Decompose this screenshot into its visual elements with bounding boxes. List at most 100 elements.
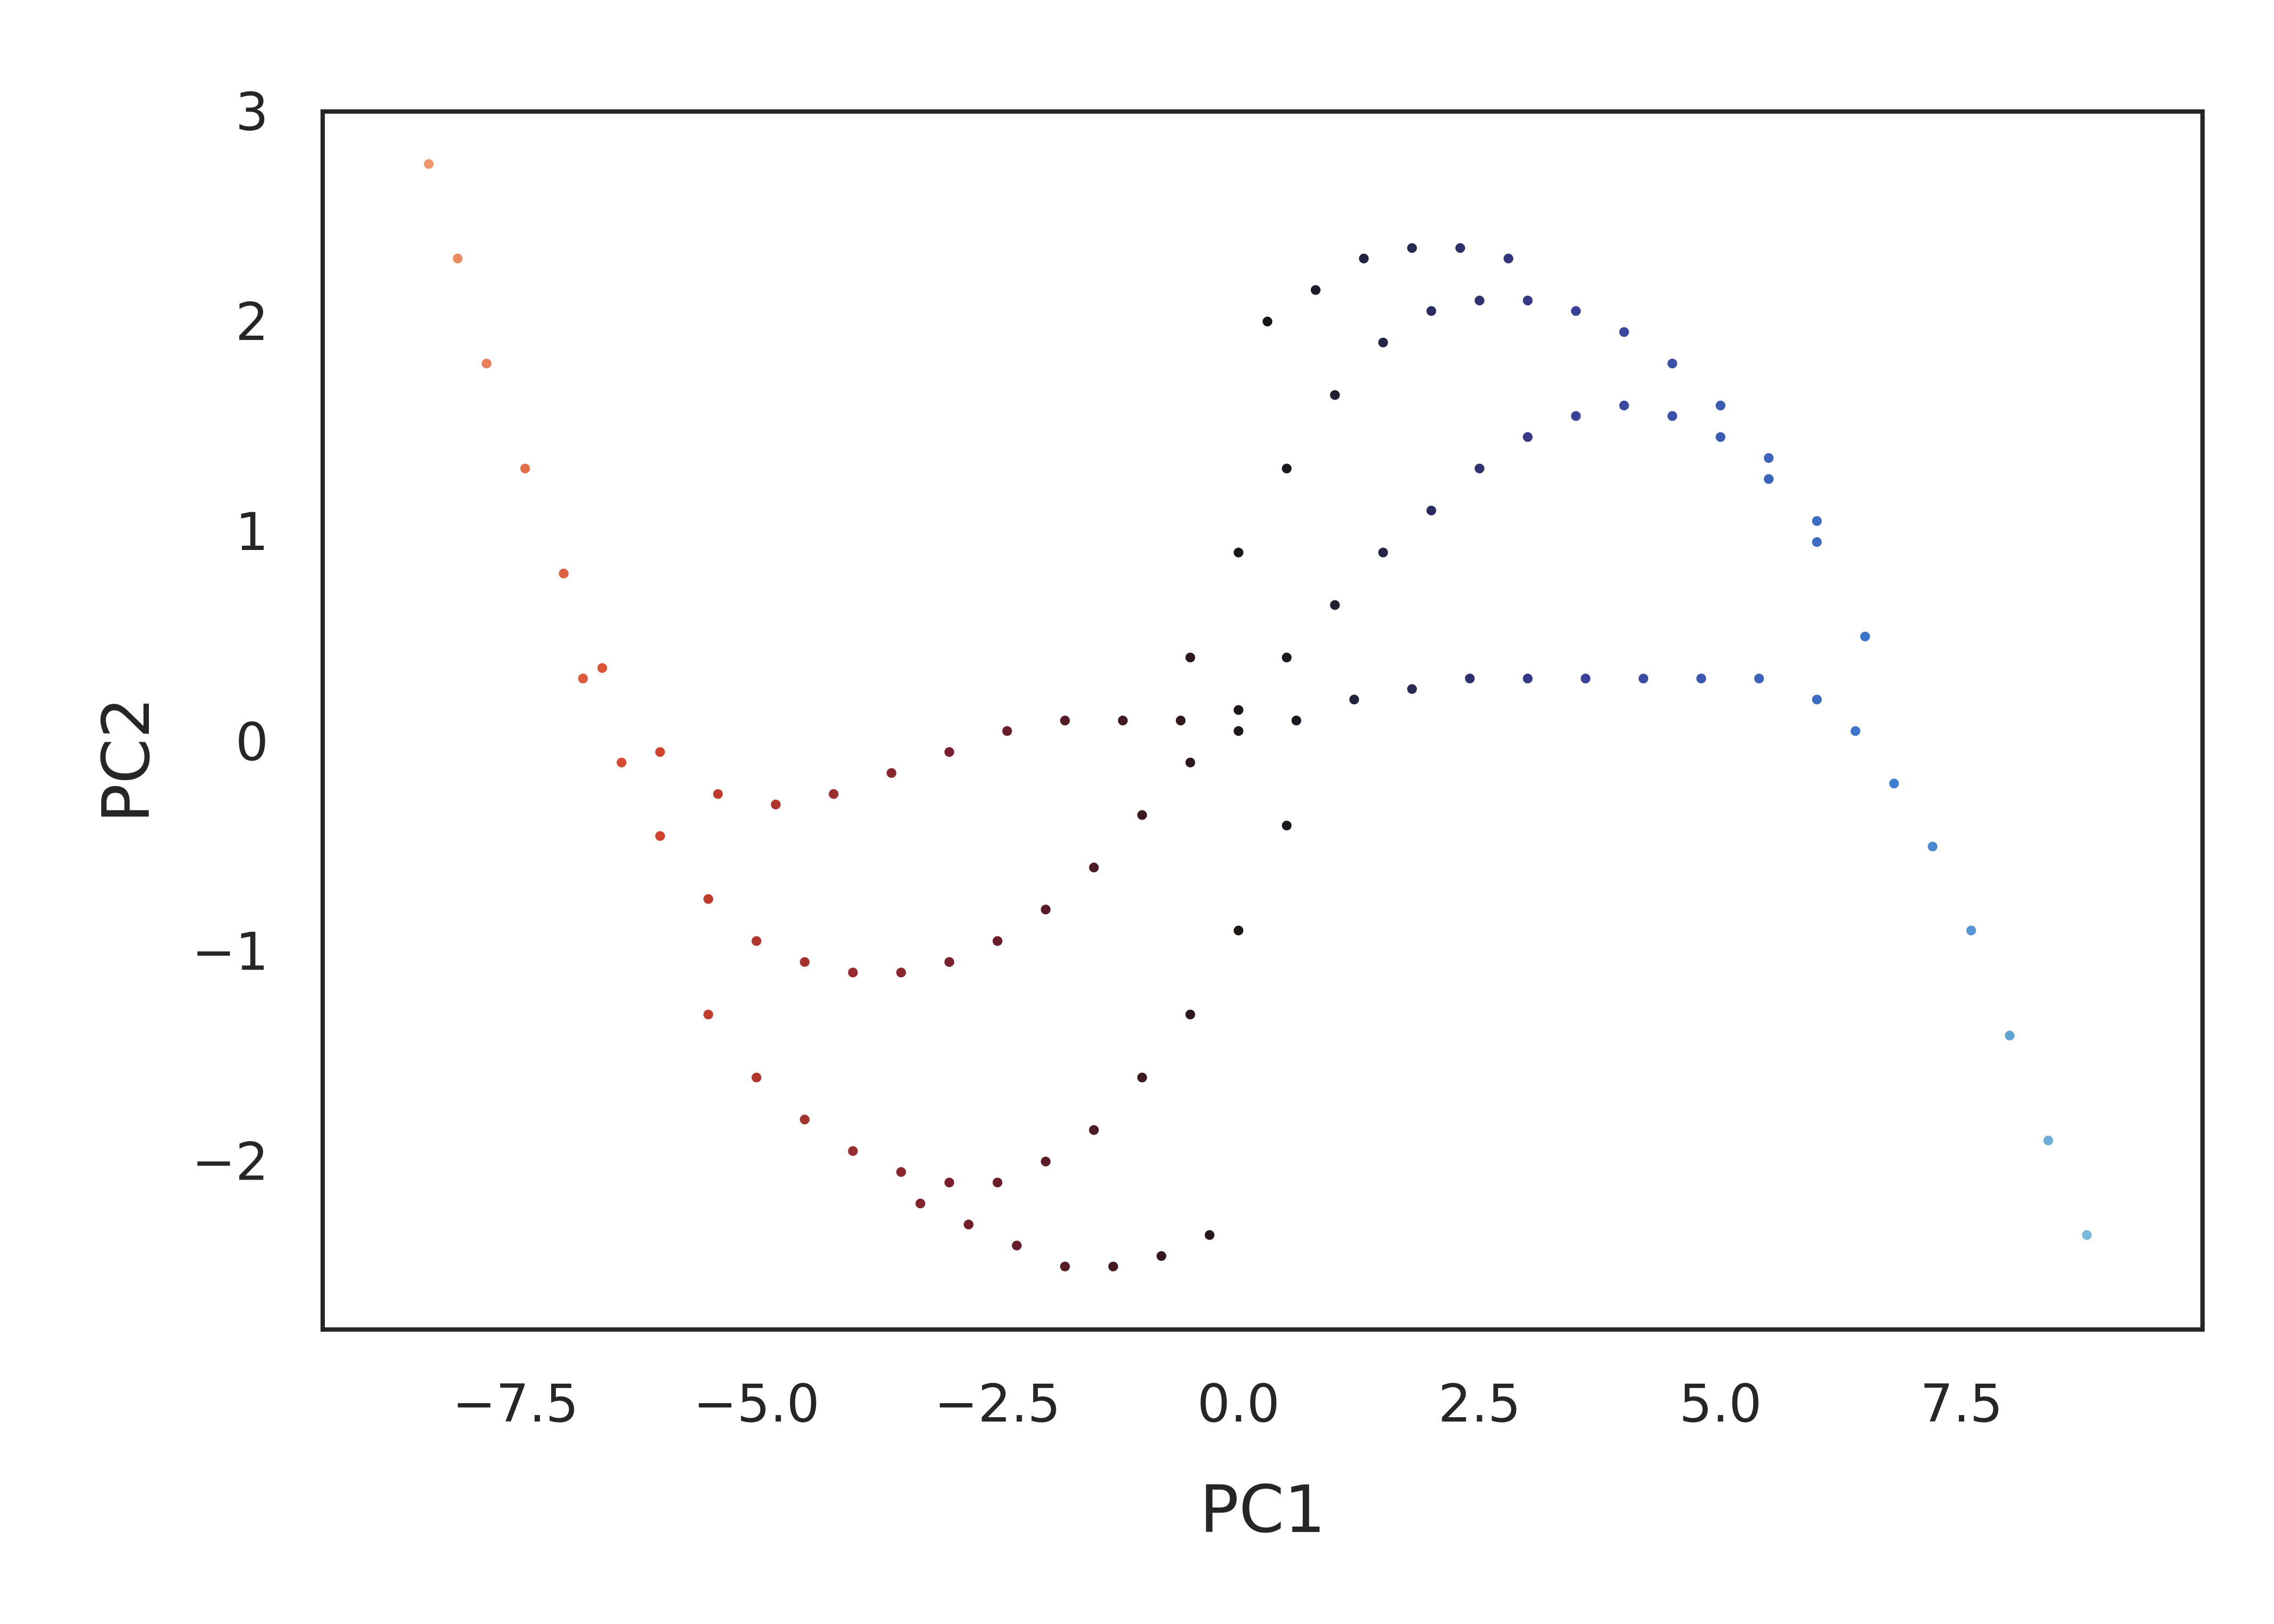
scatter-point bbox=[896, 967, 906, 978]
scatter-point bbox=[944, 957, 955, 967]
x-tick-label: −2.5 bbox=[935, 1373, 1061, 1434]
scatter-point bbox=[1812, 537, 1822, 547]
scatter-point bbox=[1619, 401, 1629, 411]
scatter-point bbox=[1667, 411, 1677, 421]
scatter-point bbox=[1282, 652, 1292, 663]
scatter-point bbox=[1118, 716, 1128, 725]
scatter-point bbox=[1474, 296, 1485, 306]
scatter-point bbox=[423, 159, 434, 169]
scatter-point bbox=[1763, 474, 1774, 484]
scatter-point bbox=[1060, 1261, 1070, 1272]
scatter-point bbox=[1041, 905, 1051, 915]
scatter-point bbox=[1812, 695, 1822, 705]
scatter-point bbox=[848, 967, 858, 978]
scatter-point bbox=[1522, 296, 1533, 306]
y-tick-label: −2 bbox=[192, 1132, 269, 1193]
scatter-point bbox=[1407, 684, 1417, 694]
scatter-point bbox=[1619, 327, 1629, 337]
scatter-point bbox=[1426, 506, 1436, 516]
scatter-point bbox=[1927, 841, 1938, 852]
y-tick-label: 2 bbox=[236, 292, 269, 352]
scatter-point bbox=[713, 789, 723, 799]
x-tick-label: −7.5 bbox=[453, 1373, 579, 1434]
scatter-point bbox=[1089, 1125, 1099, 1135]
scatter-point bbox=[1715, 432, 1726, 442]
scatter-point bbox=[1282, 463, 1292, 474]
scatter-point bbox=[828, 789, 839, 799]
scatter-point bbox=[1041, 1156, 1051, 1167]
scatter-point bbox=[1812, 516, 1822, 526]
scatter-point bbox=[1889, 778, 1899, 789]
scatter-point bbox=[992, 936, 1003, 946]
scatter-point bbox=[1349, 695, 1360, 705]
y-tick-label: 1 bbox=[236, 502, 269, 562]
scatter-point bbox=[752, 1072, 762, 1083]
scatter-point bbox=[1763, 453, 1774, 463]
x-tick-label: 0.0 bbox=[1197, 1373, 1280, 1434]
scatter-point bbox=[1156, 1251, 1167, 1261]
scatter-point bbox=[2043, 1135, 2054, 1145]
scatter-point bbox=[800, 1115, 810, 1125]
scatter-point bbox=[896, 1167, 906, 1177]
scatter-point bbox=[1262, 316, 1272, 326]
x-axis-label: PC1 bbox=[1200, 1472, 1326, 1548]
scatter-point bbox=[1185, 1010, 1195, 1020]
scatter-point bbox=[2004, 1030, 2015, 1040]
scatter-point bbox=[703, 1010, 714, 1020]
scatter-point bbox=[963, 1220, 973, 1230]
scatter-point bbox=[800, 957, 810, 967]
x-tick-label: 7.5 bbox=[1920, 1373, 2003, 1434]
scatter-point bbox=[1108, 1261, 1119, 1272]
scatter-point bbox=[1455, 243, 1466, 253]
scatter-point bbox=[1233, 547, 1244, 558]
scatter-point bbox=[453, 253, 463, 264]
scatter-point bbox=[1089, 862, 1099, 873]
x-tick-label: −5.0 bbox=[694, 1373, 820, 1434]
y-tick-label: 0 bbox=[236, 712, 269, 772]
scatter-point bbox=[1522, 432, 1533, 442]
y-tick-labels: −2 −1 0 1 2 3 bbox=[192, 82, 269, 1193]
scatter-point bbox=[1233, 925, 1244, 935]
scatter-point bbox=[1185, 652, 1195, 663]
scatter-point bbox=[1358, 253, 1369, 264]
plot-frame bbox=[321, 109, 2205, 1332]
scatter-point bbox=[1002, 726, 1012, 736]
scatter-point bbox=[616, 757, 626, 768]
y-tick-label: 3 bbox=[236, 82, 269, 142]
scatter-point bbox=[1291, 716, 1302, 725]
x-tick-labels: −7.5 −5.0 −2.5 0.0 2.5 5.0 7.5 bbox=[453, 1373, 2003, 1434]
scatter-point bbox=[1522, 673, 1533, 684]
scatter-point bbox=[1378, 337, 1388, 348]
scatter-point bbox=[1715, 401, 1726, 411]
scatter-point bbox=[1474, 463, 1485, 474]
scatter-point bbox=[915, 1199, 925, 1209]
scatter-point bbox=[703, 894, 714, 904]
scatter-point bbox=[770, 800, 781, 810]
scatter-point bbox=[1407, 243, 1417, 253]
scatter-point bbox=[1233, 726, 1244, 736]
scatter-point bbox=[578, 673, 588, 684]
scatter-point bbox=[1011, 1240, 1022, 1250]
scatter-point bbox=[1205, 1230, 1215, 1240]
y-tick-label: −1 bbox=[192, 922, 269, 983]
scatter-point bbox=[655, 747, 665, 757]
scatter-point bbox=[1137, 810, 1147, 820]
scatter-point bbox=[597, 663, 607, 673]
scatter-point bbox=[1860, 631, 1870, 641]
scatter-points bbox=[423, 159, 2092, 1272]
scatter-point bbox=[1571, 411, 1581, 421]
scatter-point bbox=[1310, 285, 1321, 295]
scatter-point bbox=[520, 463, 530, 474]
scatter-point bbox=[1667, 358, 1677, 369]
scatter-point bbox=[481, 358, 492, 369]
x-tick-label: 2.5 bbox=[1438, 1373, 1521, 1434]
scatter-point bbox=[944, 1177, 955, 1188]
scatter-point bbox=[1465, 673, 1475, 684]
scatter-point bbox=[1330, 390, 1340, 400]
scatter-point bbox=[1426, 306, 1436, 316]
scatter-point bbox=[1282, 820, 1292, 830]
scatter-point bbox=[1330, 600, 1340, 610]
scatter-point bbox=[1137, 1072, 1147, 1083]
scatter-point bbox=[752, 936, 762, 946]
